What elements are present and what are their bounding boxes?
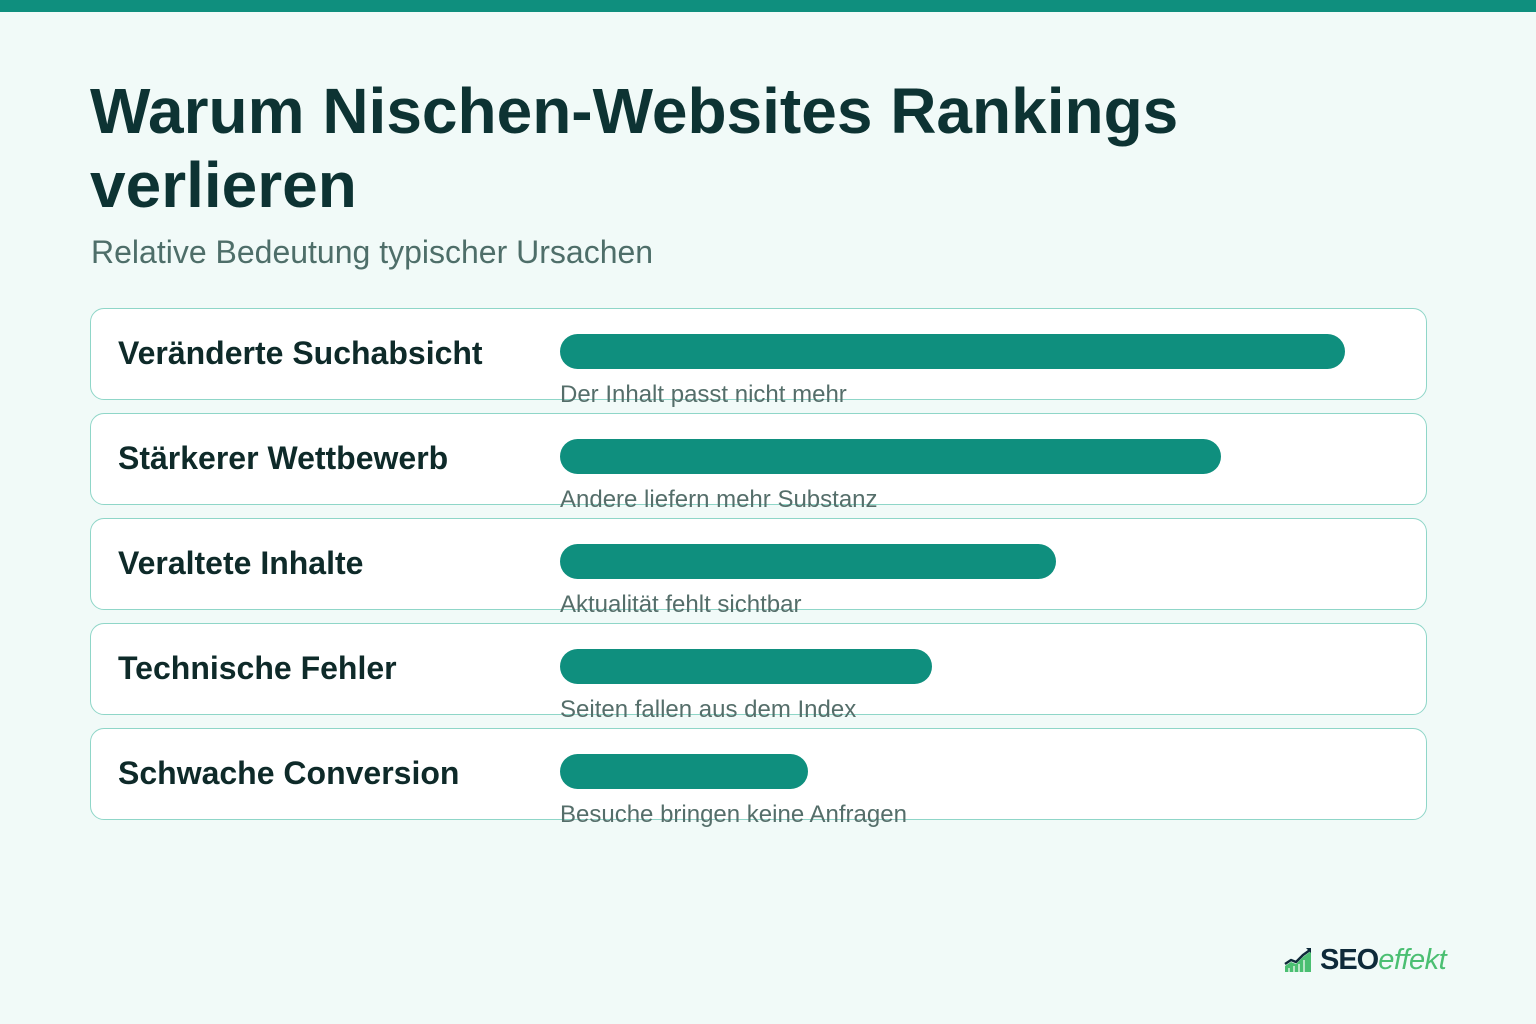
chart-subtitle: Relative Bedeutung typischer Ursachen bbox=[91, 234, 654, 270]
category-label: Veränderte Suchabsicht bbox=[118, 335, 483, 371]
category-label: Technische Fehler bbox=[118, 650, 397, 686]
bar-annotation: Andere liefern mehr Substanz bbox=[560, 486, 878, 513]
chart-growth-icon bbox=[1284, 948, 1311, 972]
chart-row: Stärkerer Wettbewerb Andere liefern mehr … bbox=[90, 413, 1427, 513]
category-label: Veraltete Inhalte bbox=[118, 545, 364, 581]
bar bbox=[560, 439, 1221, 474]
top-accent-bar bbox=[0, 0, 1536, 12]
bar bbox=[560, 334, 1345, 369]
bar-annotation: Besuche bringen keine Anfragen bbox=[560, 801, 907, 828]
brand-logo: SEO effekt bbox=[1284, 944, 1447, 976]
category-label: Stärkerer Wettbewerb bbox=[118, 440, 449, 476]
bar-annotation: Aktualität fehlt sichtbar bbox=[560, 591, 802, 618]
bar-annotation: Der Inhalt passt nicht mehr bbox=[560, 381, 847, 408]
brand-seo-text: SEO bbox=[1320, 944, 1379, 976]
chart-row: Schwache Conversion Besuche bringen keine… bbox=[90, 728, 1427, 828]
bar bbox=[560, 649, 932, 684]
bar-annotation: Seiten fallen aus dem Index bbox=[560, 696, 857, 723]
bar-chart: Veränderte Suchabsicht Der Inhalt passt n… bbox=[90, 308, 1427, 833]
chart-title: Warum Nischen-Websites Rankings verliere… bbox=[90, 75, 1179, 221]
brand-effekt-text: effekt bbox=[1378, 944, 1447, 976]
chart-row: Veränderte Suchabsicht Der Inhalt passt n… bbox=[90, 308, 1427, 408]
category-label: Schwache Conversion bbox=[118, 755, 460, 791]
bar bbox=[560, 544, 1056, 579]
chart-row: Veraltete Inhalte Aktualität fehlt sichtb… bbox=[90, 518, 1427, 618]
bar bbox=[560, 754, 808, 789]
chart-row: Technische Fehler Seiten fallen aus dem I… bbox=[90, 623, 1427, 723]
